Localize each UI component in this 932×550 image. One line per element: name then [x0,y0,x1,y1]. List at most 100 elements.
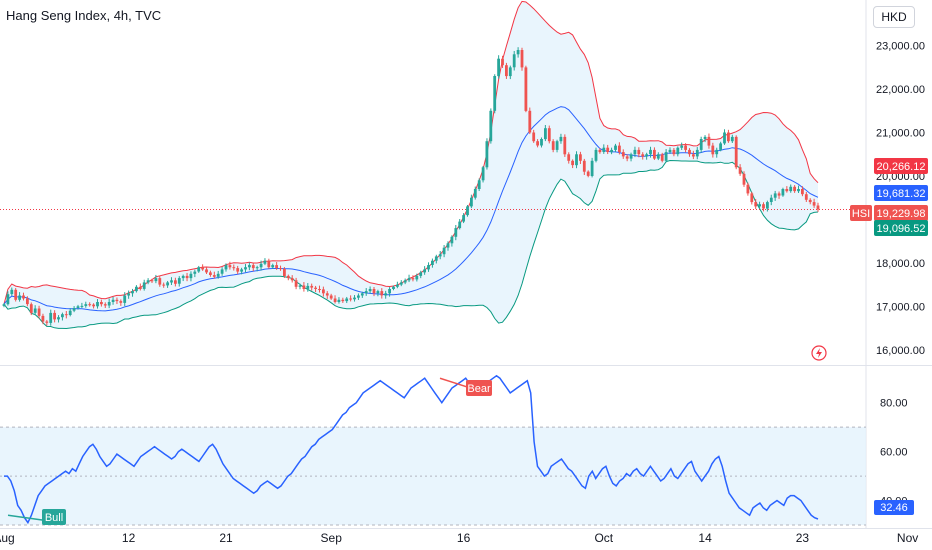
candle-body [177,278,181,284]
candle-body [742,173,746,185]
candle-body [259,263,263,268]
candle-body [431,260,434,265]
candle-body [680,145,684,148]
candle-body [185,275,189,279]
price-label-last: 19,229.98 [877,208,926,220]
candle-body [477,180,481,189]
candle-body [727,132,730,142]
candle-body [368,289,372,292]
candle-body [150,280,154,282]
currency-button[interactable]: HKD [873,6,915,28]
candle-body [758,204,761,207]
candle-body [571,160,574,166]
candle-body [322,289,325,294]
candle-body [462,215,465,222]
candle-body [372,289,376,294]
candle-body [170,280,173,283]
candle-body [781,189,785,196]
candle-body [294,280,298,287]
candle-body [127,293,130,296]
candle-body [793,186,796,192]
candle-body [271,265,275,268]
candle-body [524,67,528,111]
candle-body [797,189,800,192]
price-label-basis: 19,681.32 [877,188,926,200]
candle-body [26,298,29,305]
candle-body [396,284,399,287]
candle-body [808,199,812,203]
candle-body [384,293,388,296]
candle-body [454,228,458,237]
candle-body [103,304,107,306]
candle-body [450,236,454,244]
candle-body [337,299,341,302]
candle-body [434,256,438,261]
candle-body [777,193,781,196]
candle-body [695,149,699,157]
candle-body [676,147,680,155]
candle-body [158,278,162,285]
candle-body [201,267,204,270]
candle-body [92,304,95,307]
bollinger-lower-line [3,159,819,330]
candle-body [329,295,333,299]
candle-body [399,282,403,285]
price-label-lower: 19,096.52 [877,223,926,235]
candle-body [263,260,267,264]
candle-body [403,280,407,283]
candle-body [29,304,33,313]
candle-body [353,297,356,300]
candle-body [205,269,208,273]
candle-body [637,149,641,155]
candle-body [181,275,185,279]
candle-body [209,272,212,275]
candle-body [423,269,426,273]
candle-body [33,308,37,313]
candle-body [664,152,668,161]
candle-body [392,286,395,289]
candle-body [520,50,524,68]
candle-body [14,289,18,300]
candle-body [804,194,808,200]
candle-body [442,247,446,255]
candle-body [49,312,53,323]
candle-body [602,147,606,152]
candle-body [458,221,462,229]
candle-body [189,273,193,279]
candle-body [746,184,750,194]
candle-body [547,128,551,142]
candle-body [357,295,360,298]
candle-body [286,275,290,279]
candle-body [594,149,598,161]
candle-body [614,145,617,150]
candle-body [540,139,543,146]
lightning-circle [811,345,827,361]
candle-body [625,156,629,159]
candle-body [466,206,469,216]
candle-body [738,167,742,174]
candle-body [244,267,247,270]
candle-body [302,285,306,289]
candle-body [220,269,224,274]
candle-body [232,267,236,269]
candle-body [629,154,633,159]
price-tick-label: 22,000.00 [876,84,925,96]
candle-body [497,58,500,77]
rsi-tick-label: 60.00 [880,447,908,459]
time-tick-label: 23 [796,531,810,545]
candle-body [61,314,64,318]
candle-body [470,197,473,207]
rsi-last-box [874,500,914,515]
candle-body [672,149,676,155]
candle-body [248,265,251,268]
candle-body [660,154,664,161]
candle-body [388,289,391,294]
price-tick-label: 18,000.00 [876,258,925,270]
candle-body [579,154,582,161]
candle-body [723,132,726,144]
candle-body [267,260,271,268]
price-label-box [874,158,928,174]
time-tick-label: Oct [594,531,613,545]
candle-body [489,110,493,142]
